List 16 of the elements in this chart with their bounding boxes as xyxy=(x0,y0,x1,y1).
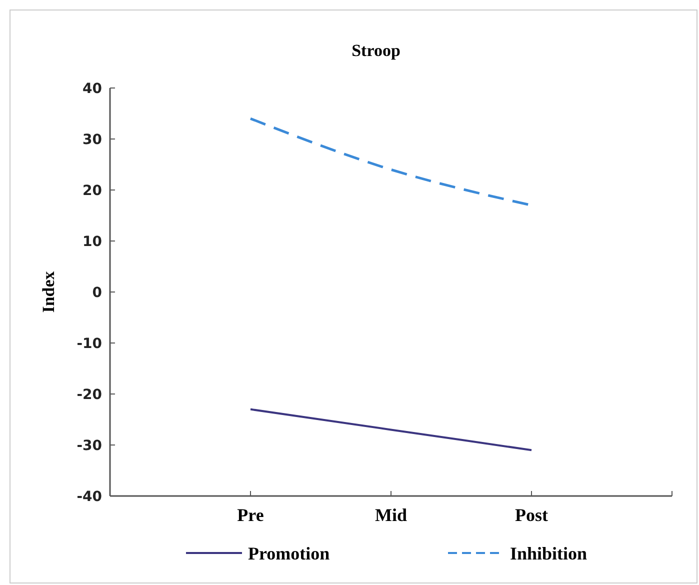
y-tick-label: 20 xyxy=(82,182,102,199)
y-tick-label: 0 xyxy=(92,284,102,301)
y-tick-label: 10 xyxy=(82,234,102,250)
y-tick-label: -10 xyxy=(76,336,102,352)
y-tick-label: 40 xyxy=(82,80,102,97)
y-tick-label: -20 xyxy=(76,386,102,403)
chart-title: Stroop xyxy=(352,41,400,60)
legend-label: Inhibition xyxy=(510,543,588,564)
legend-label: Promotion xyxy=(248,543,330,564)
y-tick-label: 30 xyxy=(82,132,102,148)
x-tick-label: Post xyxy=(515,505,548,525)
x-tick-label: Pre xyxy=(237,505,264,525)
y-tick-label: -30 xyxy=(76,438,102,454)
x-tick-label: Mid xyxy=(374,505,408,525)
y-axis-title: Index xyxy=(39,270,58,313)
y-tick-label: -40 xyxy=(76,488,102,505)
